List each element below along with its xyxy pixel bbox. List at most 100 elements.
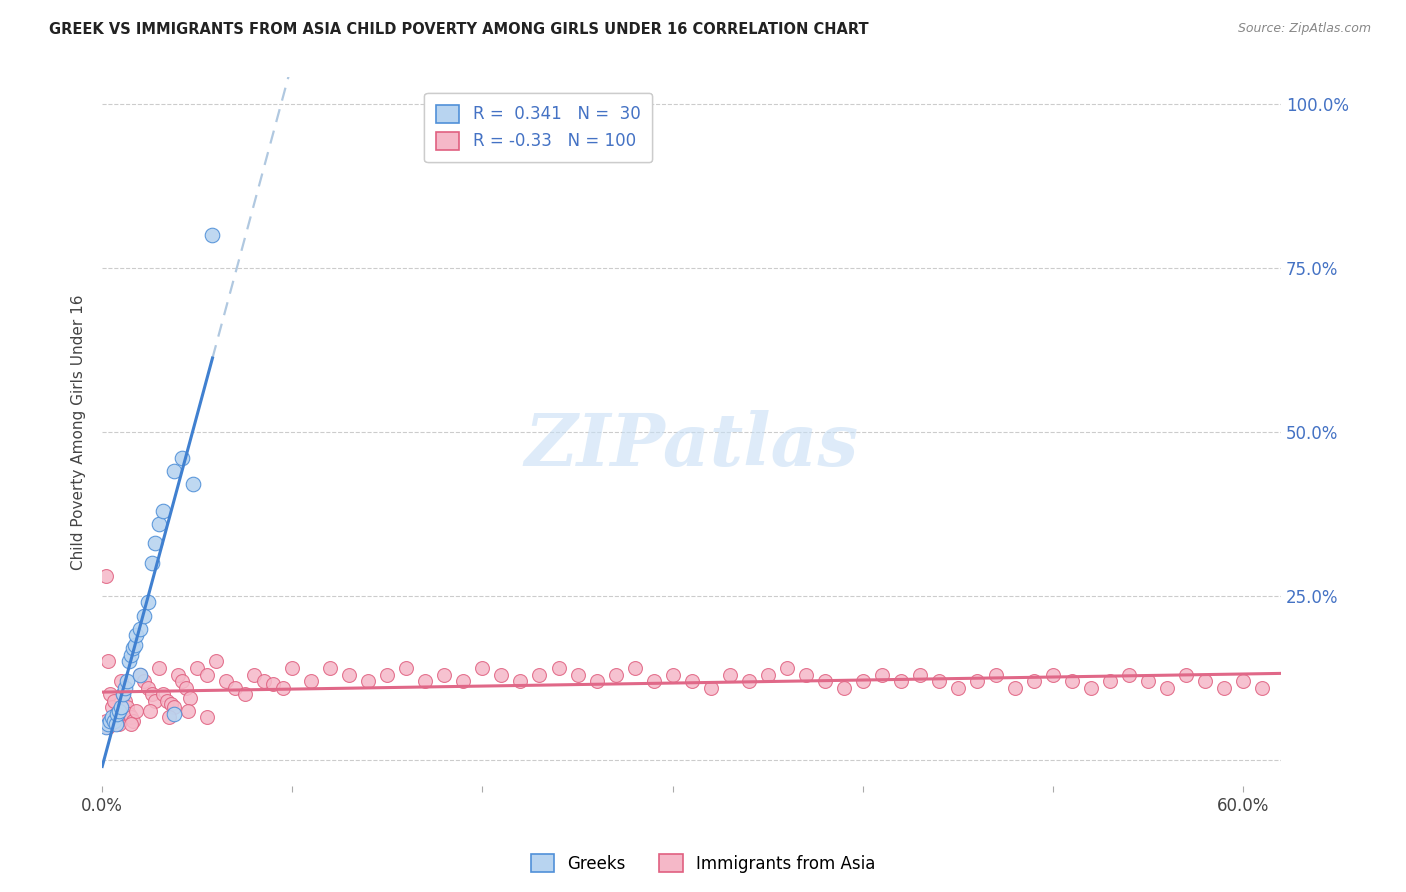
Point	[509, 674, 531, 689]
Point	[281, 661, 304, 675]
Y-axis label: Child Poverty Among Girls Under 16: Child Poverty Among Girls Under 16	[72, 294, 86, 569]
Point	[163, 464, 186, 478]
Point	[1136, 674, 1159, 689]
Point	[124, 638, 146, 652]
Point	[794, 667, 817, 681]
Point	[108, 716, 131, 731]
Point	[129, 622, 152, 636]
Point	[152, 687, 174, 701]
Point	[129, 667, 152, 681]
Point	[107, 706, 129, 721]
Point	[337, 667, 360, 681]
Point	[115, 674, 138, 689]
Point	[107, 710, 129, 724]
Point	[201, 227, 224, 242]
Point	[163, 700, 186, 714]
Point	[832, 681, 855, 695]
Point	[852, 674, 875, 689]
Point	[170, 674, 193, 689]
Point	[125, 628, 148, 642]
Legend: Greeks, Immigrants from Asia: Greeks, Immigrants from Asia	[524, 847, 882, 880]
Point	[141, 556, 163, 570]
Point	[661, 667, 683, 681]
Point	[966, 674, 988, 689]
Point	[908, 667, 931, 681]
Point	[97, 655, 120, 669]
Point	[814, 674, 837, 689]
Point	[262, 677, 284, 691]
Point	[107, 714, 129, 728]
Point	[1118, 667, 1140, 681]
Point	[120, 710, 142, 724]
Point	[681, 674, 703, 689]
Point	[114, 694, 136, 708]
Point	[132, 608, 155, 623]
Point	[623, 661, 645, 675]
Point	[148, 516, 170, 531]
Point	[129, 667, 152, 681]
Point	[605, 667, 627, 681]
Point	[928, 674, 950, 689]
Point	[195, 710, 218, 724]
Point	[167, 667, 190, 681]
Point	[243, 667, 266, 681]
Point	[737, 674, 759, 689]
Point	[1098, 674, 1121, 689]
Point	[433, 667, 456, 681]
Point	[157, 710, 180, 724]
Point	[547, 661, 569, 675]
Point	[890, 674, 912, 689]
Point	[224, 681, 246, 695]
Point	[110, 674, 132, 689]
Point	[205, 655, 228, 669]
Point	[471, 661, 494, 675]
Point	[118, 655, 141, 669]
Point	[98, 714, 121, 728]
Point	[100, 710, 122, 724]
Point	[94, 714, 117, 728]
Point	[491, 667, 513, 681]
Point	[94, 569, 117, 583]
Point	[186, 661, 208, 675]
Point	[775, 661, 797, 675]
Legend: R =  0.341   N =  30, R = -0.33   N = 100: R = 0.341 N = 30, R = -0.33 N = 100	[425, 93, 652, 161]
Point	[415, 674, 437, 689]
Point	[179, 690, 201, 705]
Point	[1022, 674, 1045, 689]
Point	[120, 648, 142, 662]
Point	[1042, 667, 1064, 681]
Point	[112, 687, 135, 701]
Point	[121, 714, 143, 728]
Point	[183, 477, 205, 491]
Point	[1080, 681, 1102, 695]
Point	[121, 641, 143, 656]
Point	[718, 667, 741, 681]
Point	[1232, 674, 1254, 689]
Point	[174, 681, 197, 695]
Point	[529, 667, 551, 681]
Point	[132, 674, 155, 689]
Point	[1060, 674, 1083, 689]
Point	[115, 700, 138, 714]
Point	[159, 697, 181, 711]
Point	[585, 674, 607, 689]
Point	[145, 694, 167, 708]
Point	[97, 716, 120, 731]
Point	[271, 681, 294, 695]
Point	[1212, 681, 1234, 695]
Point	[1004, 681, 1026, 695]
Point	[114, 681, 136, 695]
Point	[103, 714, 125, 728]
Text: Source: ZipAtlas.com: Source: ZipAtlas.com	[1237, 22, 1371, 36]
Point	[395, 661, 418, 675]
Point	[756, 667, 779, 681]
Point	[120, 716, 142, 731]
Point	[156, 694, 179, 708]
Point	[136, 595, 159, 609]
Point	[195, 667, 218, 681]
Point	[215, 674, 238, 689]
Point	[1156, 681, 1178, 695]
Point	[98, 687, 121, 701]
Point	[946, 681, 969, 695]
Text: GREEK VS IMMIGRANTS FROM ASIA CHILD POVERTY AMONG GIRLS UNDER 16 CORRELATION CHA: GREEK VS IMMIGRANTS FROM ASIA CHILD POVE…	[49, 22, 869, 37]
